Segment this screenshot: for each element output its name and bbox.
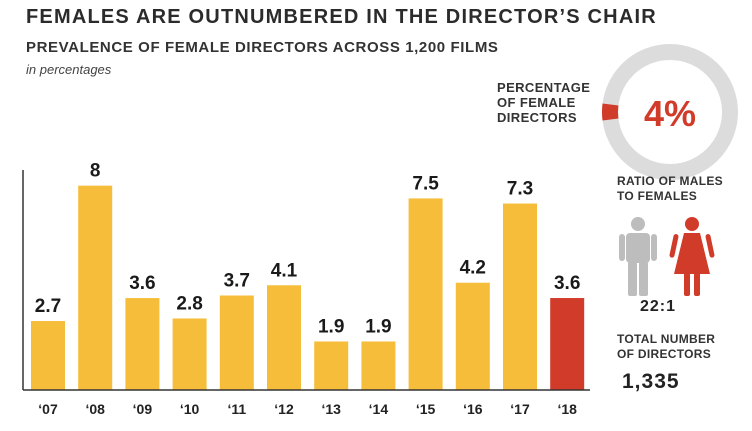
donut-label-line: PERCENTAGE — [497, 80, 591, 95]
bar — [31, 321, 65, 390]
chart-title: FEMALES ARE OUTNUMBERED IN THE DIRECTOR’… — [26, 6, 657, 28]
bar — [361, 341, 396, 390]
bar — [314, 341, 349, 390]
bar-value-label: 3.6 — [554, 273, 580, 294]
x-tick-label: ‘17 — [510, 401, 530, 417]
total-label-line: OF DIRECTORS — [617, 347, 712, 361]
ratio-value: 22:1 — [640, 298, 677, 315]
x-tick-label: ‘18 — [557, 401, 577, 417]
donut-label: PERCENTAGE OF FEMALE DIRECTORS — [497, 80, 607, 125]
bar — [455, 282, 490, 390]
donut-chart: 4% — [602, 44, 738, 180]
bar — [78, 185, 113, 390]
bar — [267, 285, 301, 390]
total-label-line: TOTAL NUMBER — [617, 332, 716, 346]
bar-value-label: 4.1 — [271, 260, 298, 281]
bar-value-label: 2.7 — [35, 296, 61, 317]
chart-units: in percentages — [26, 62, 112, 77]
donut-label-line: DIRECTORS — [497, 110, 577, 125]
bar-value-label: 1.9 — [318, 316, 344, 337]
bar-value-label: 3.6 — [129, 273, 155, 294]
bar — [125, 298, 160, 390]
total-value: 1,335 — [622, 370, 680, 393]
x-tick-label: ‘15 — [416, 401, 436, 417]
x-tick-label: ‘12 — [274, 401, 294, 417]
female-figure-icon — [669, 217, 715, 296]
ratio-label: RATIO OF MALES TO FEMALES — [617, 174, 737, 204]
x-tick-label: ‘16 — [463, 401, 483, 417]
x-tick-label: ‘08 — [85, 401, 105, 417]
bar-value-label: 2.8 — [176, 293, 202, 314]
bar-value-label: 7.3 — [507, 179, 533, 200]
ratio-figures — [619, 217, 715, 296]
bar — [503, 203, 537, 390]
total-label: TOTAL NUMBER OF DIRECTORS — [617, 332, 737, 362]
bar — [219, 295, 254, 390]
bar-value-label: 1.9 — [365, 316, 391, 337]
donut-label-line: OF FEMALE — [497, 95, 576, 110]
bar-value-label: 8 — [90, 161, 101, 182]
x-tick-label: ‘10 — [180, 401, 200, 417]
male-figure-icon — [619, 217, 657, 296]
bar-value-label: 3.7 — [224, 270, 250, 291]
x-tick-label: ‘14 — [369, 401, 389, 417]
x-tick-label: ‘11 — [227, 401, 246, 417]
chart-subtitle: PREVALENCE OF FEMALE DIRECTORS ACROSS 1,… — [26, 39, 499, 56]
bar — [550, 298, 585, 390]
bar-value-label: 4.2 — [460, 258, 486, 279]
bar — [408, 198, 443, 390]
ratio-label-line: TO FEMALES — [617, 189, 698, 203]
donut-value: 4% — [644, 93, 696, 134]
bar — [172, 318, 207, 390]
x-tick-label: ‘09 — [133, 401, 153, 417]
x-tick-label: ‘07 — [38, 401, 58, 417]
bar-value-label: 7.5 — [412, 173, 439, 194]
x-tick-label: ‘13 — [321, 401, 341, 417]
ratio-label-line: RATIO OF MALES — [617, 174, 723, 188]
